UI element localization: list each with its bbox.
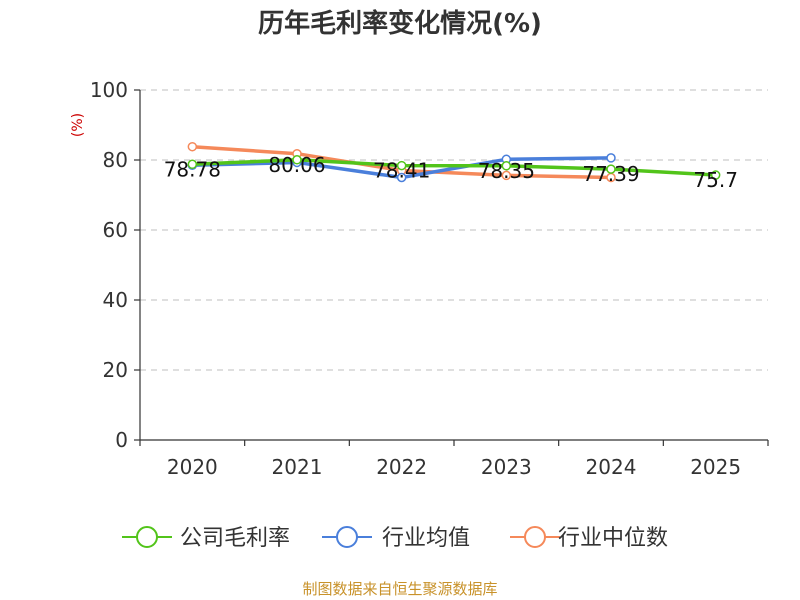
data-point (501, 170, 512, 181)
data-point (396, 172, 407, 183)
x-tick-label: 2022 (376, 455, 427, 479)
data-point (292, 155, 302, 165)
y-tick-label: 20 (103, 358, 128, 382)
data-label: 78.78 (164, 157, 221, 181)
axes: 0 20 40 60 80 100 2020 2021 2022 2023 2024 2025 (90, 78, 769, 479)
legend-label: 行业均值 (382, 526, 470, 551)
x-tick-label: 2025 (690, 455, 741, 479)
data-label: 78.35 (478, 159, 535, 183)
legend-marker (524, 526, 546, 548)
data-point (606, 153, 616, 163)
data-point (606, 164, 616, 174)
legend-item-1: 行业均值 (322, 526, 470, 551)
data-labels: 78.78 80.06 78.41 78.35 77.39 75.7 (164, 153, 738, 192)
series-lines (187, 141, 721, 183)
x-tick-label: 2023 (481, 455, 532, 479)
x-tick-label: 2021 (272, 455, 323, 479)
series-line-0 (190, 158, 718, 177)
series-0 (187, 155, 721, 180)
y-tick-label: 0 (115, 428, 128, 452)
legend-label: 行业中位数 (558, 526, 668, 551)
data-point (187, 141, 198, 152)
data-point (187, 159, 198, 170)
y-tick-label: 40 (103, 288, 128, 312)
source-note: 制图数据来自恒生聚源数据库 (302, 580, 497, 598)
data-point (710, 170, 721, 180)
legend-marker (336, 526, 358, 548)
x-tick-label: 2024 (586, 455, 637, 479)
y-tick-label: 100 (90, 78, 128, 102)
legend-marker (136, 526, 158, 548)
y-tick-label: 80 (103, 148, 128, 172)
legend-label: 公司毛利率 (180, 526, 290, 551)
y-tick-label: 60 (103, 218, 128, 242)
data-label: 75.7 (693, 168, 738, 192)
y-axis-label: (%) (70, 113, 86, 137)
legend-item-0: 公司毛利率 (122, 526, 290, 551)
legend: 公司毛利率 行业均值 行业中位数 (122, 526, 668, 551)
data-point (501, 161, 512, 171)
data-label: 80.06 (268, 153, 325, 177)
legend-item-2: 行业中位数 (510, 526, 668, 551)
grid-lines (140, 89, 768, 371)
data-label: 78.41 (373, 159, 430, 183)
data-label: 77.39 (582, 162, 639, 186)
data-point (396, 160, 407, 171)
x-tick-label: 2020 (167, 455, 218, 479)
chart-title: 历年毛利率变化情况(%) (258, 8, 542, 39)
